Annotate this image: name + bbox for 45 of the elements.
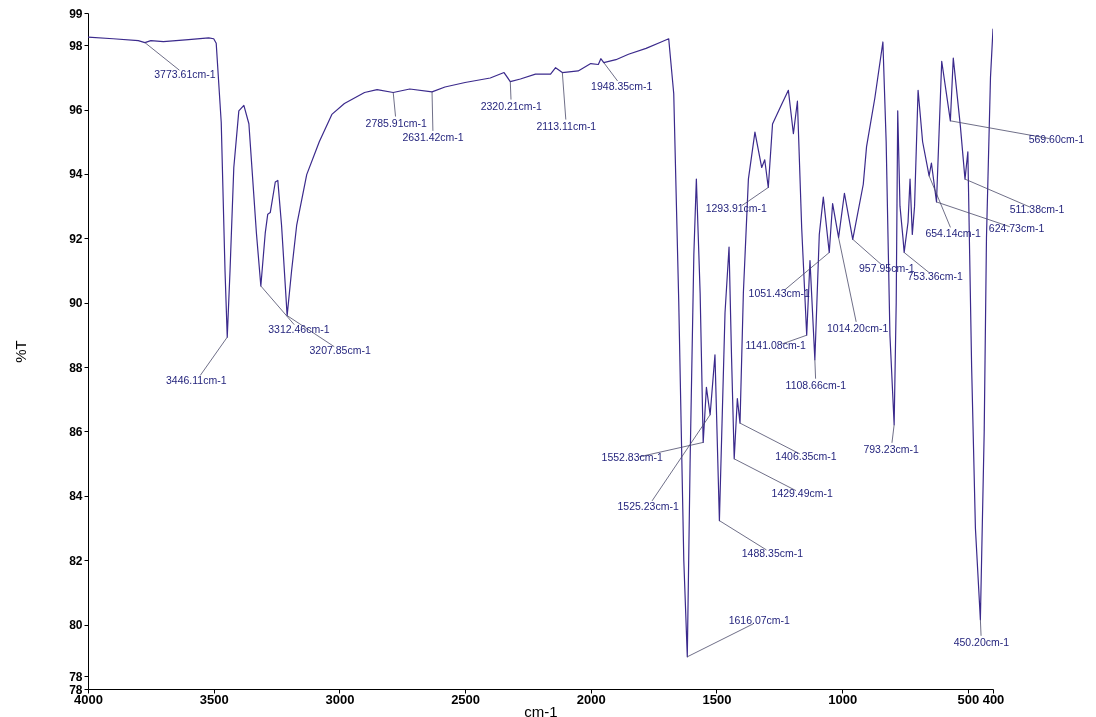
y-tick-label: 94 xyxy=(69,167,83,182)
annotation: 2785.91cm-1 xyxy=(365,116,428,129)
y-tick-label: 92 xyxy=(69,231,83,246)
y-tick-label: 80 xyxy=(69,618,83,633)
y-tick-label: 90 xyxy=(69,296,83,311)
annotation: 2320.21cm-1 xyxy=(480,99,543,112)
annotation: 1525.23cm-1 xyxy=(617,499,679,512)
annotation: 624.73cm-1 xyxy=(988,221,1045,234)
x-tick-label: 2500 xyxy=(451,691,481,707)
y-tick-label: 96 xyxy=(69,103,83,118)
annotation: 1429.49cm-1 xyxy=(771,486,833,499)
x-tick-label: 2000 xyxy=(576,691,606,707)
y-tick-label: 98 xyxy=(69,38,83,53)
annotation: 511.38cm-1 xyxy=(1009,203,1065,216)
annotation: 1552.83cm-1 xyxy=(601,451,663,464)
annotation: 1948.35cm-1 xyxy=(591,79,653,92)
annotation: 1488.35cm-1 xyxy=(741,546,804,559)
annotation: 3773.61cm-1 xyxy=(154,67,216,80)
annotation: 2113.11cm-1 xyxy=(536,119,597,132)
annotation: 569.60cm-1 xyxy=(1028,132,1085,145)
y-tick-label: 82 xyxy=(69,553,83,568)
annotation: 1108.66cm-1 xyxy=(785,378,847,391)
annotation: 1141.08cm-1 xyxy=(745,339,807,352)
x-tick-label: 1000 xyxy=(828,691,858,707)
annotation: 3312.46cm-1 xyxy=(268,322,330,335)
y-tick-label: 84 xyxy=(69,489,83,504)
x-axis-title: cm-1 xyxy=(524,702,558,717)
annotation: 2631.42cm-1 xyxy=(402,130,464,143)
y-tick-label: 99 xyxy=(69,6,83,21)
y-tick-label: 88 xyxy=(69,360,83,375)
annotation: 3446.11cm-1 xyxy=(165,374,227,387)
y-tick-label: 86 xyxy=(69,424,83,439)
y-tick-label: 78 xyxy=(69,669,83,684)
annotation: 3207.85cm-1 xyxy=(309,343,371,356)
x-tick-label: 3500 xyxy=(199,691,229,707)
x-tick-label: 3000 xyxy=(325,691,355,707)
x-tick-label: 500 xyxy=(957,691,980,707)
y-axis-title: %T xyxy=(12,340,30,363)
annotation: 1014.20cm-1 xyxy=(826,321,889,334)
x-tick-label: 400 xyxy=(982,691,1005,707)
annotation: 450.20cm-1 xyxy=(953,635,1010,648)
x-tick-label: 1500 xyxy=(702,691,732,707)
annotation: 1616.07cm-1 xyxy=(728,613,791,626)
annotation: 1406.35cm-1 xyxy=(775,450,837,463)
annotation: 793.23cm-1 xyxy=(863,442,920,455)
